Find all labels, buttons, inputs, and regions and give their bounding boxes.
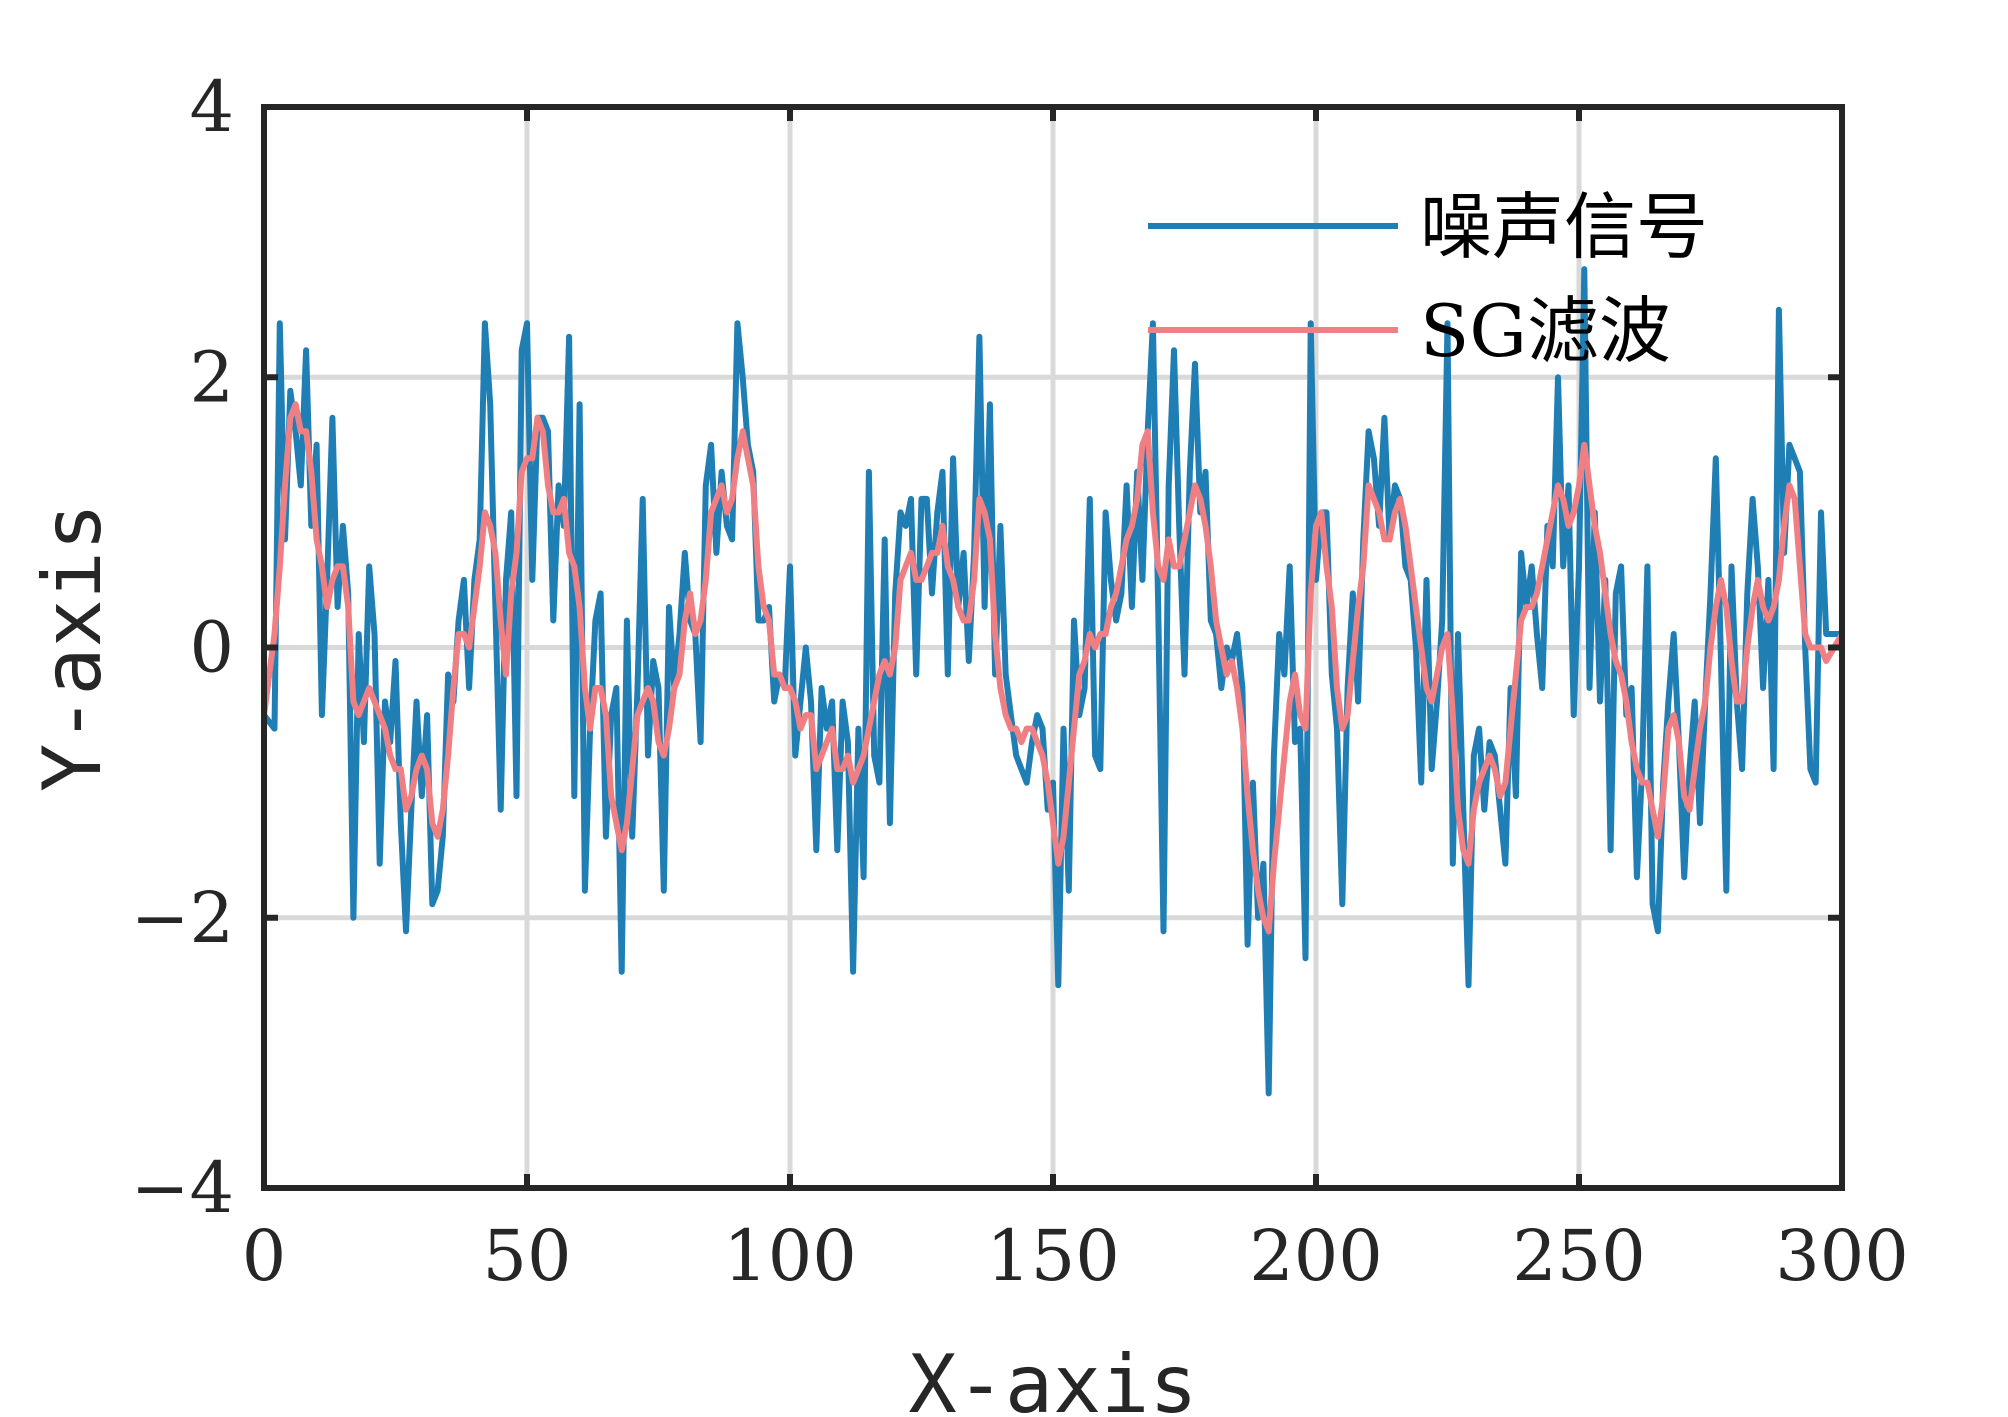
y-axis-label: Y-axis	[26, 503, 119, 792]
series-layer	[261, 266, 1845, 1097]
x-tick-label: 200	[1249, 1215, 1383, 1297]
legend-label-noisy-signal: 噪声信号	[1420, 185, 1708, 269]
x-tick-label: 100	[723, 1215, 857, 1297]
y-tick-label: 0	[189, 607, 234, 689]
y-tick-label: 4	[189, 66, 234, 148]
y-tick-labels: −4 −2 0 2 4	[131, 66, 234, 1229]
x-tick-label: 250	[1512, 1215, 1646, 1297]
y-tick-label: −2	[131, 877, 234, 959]
x-tick-label: 0	[242, 1215, 287, 1297]
sg-filter-line	[261, 401, 1845, 935]
y-tick-label: −4	[131, 1147, 234, 1229]
x-tick-label: 150	[986, 1215, 1120, 1297]
legend: 噪声信号 SG滤波	[1148, 185, 1708, 373]
y-tick-label: 2	[189, 336, 234, 418]
legend-label-sg-filter: SG滤波	[1420, 289, 1671, 373]
x-tick-labels: 0 50 100 150 200 250 300	[242, 1215, 1909, 1297]
x-tick-label: 50	[482, 1215, 571, 1297]
tick-marks	[261, 104, 1845, 1191]
x-tick-label: 300	[1775, 1215, 1909, 1297]
x-axis-label: X-axis	[909, 1338, 1198, 1417]
